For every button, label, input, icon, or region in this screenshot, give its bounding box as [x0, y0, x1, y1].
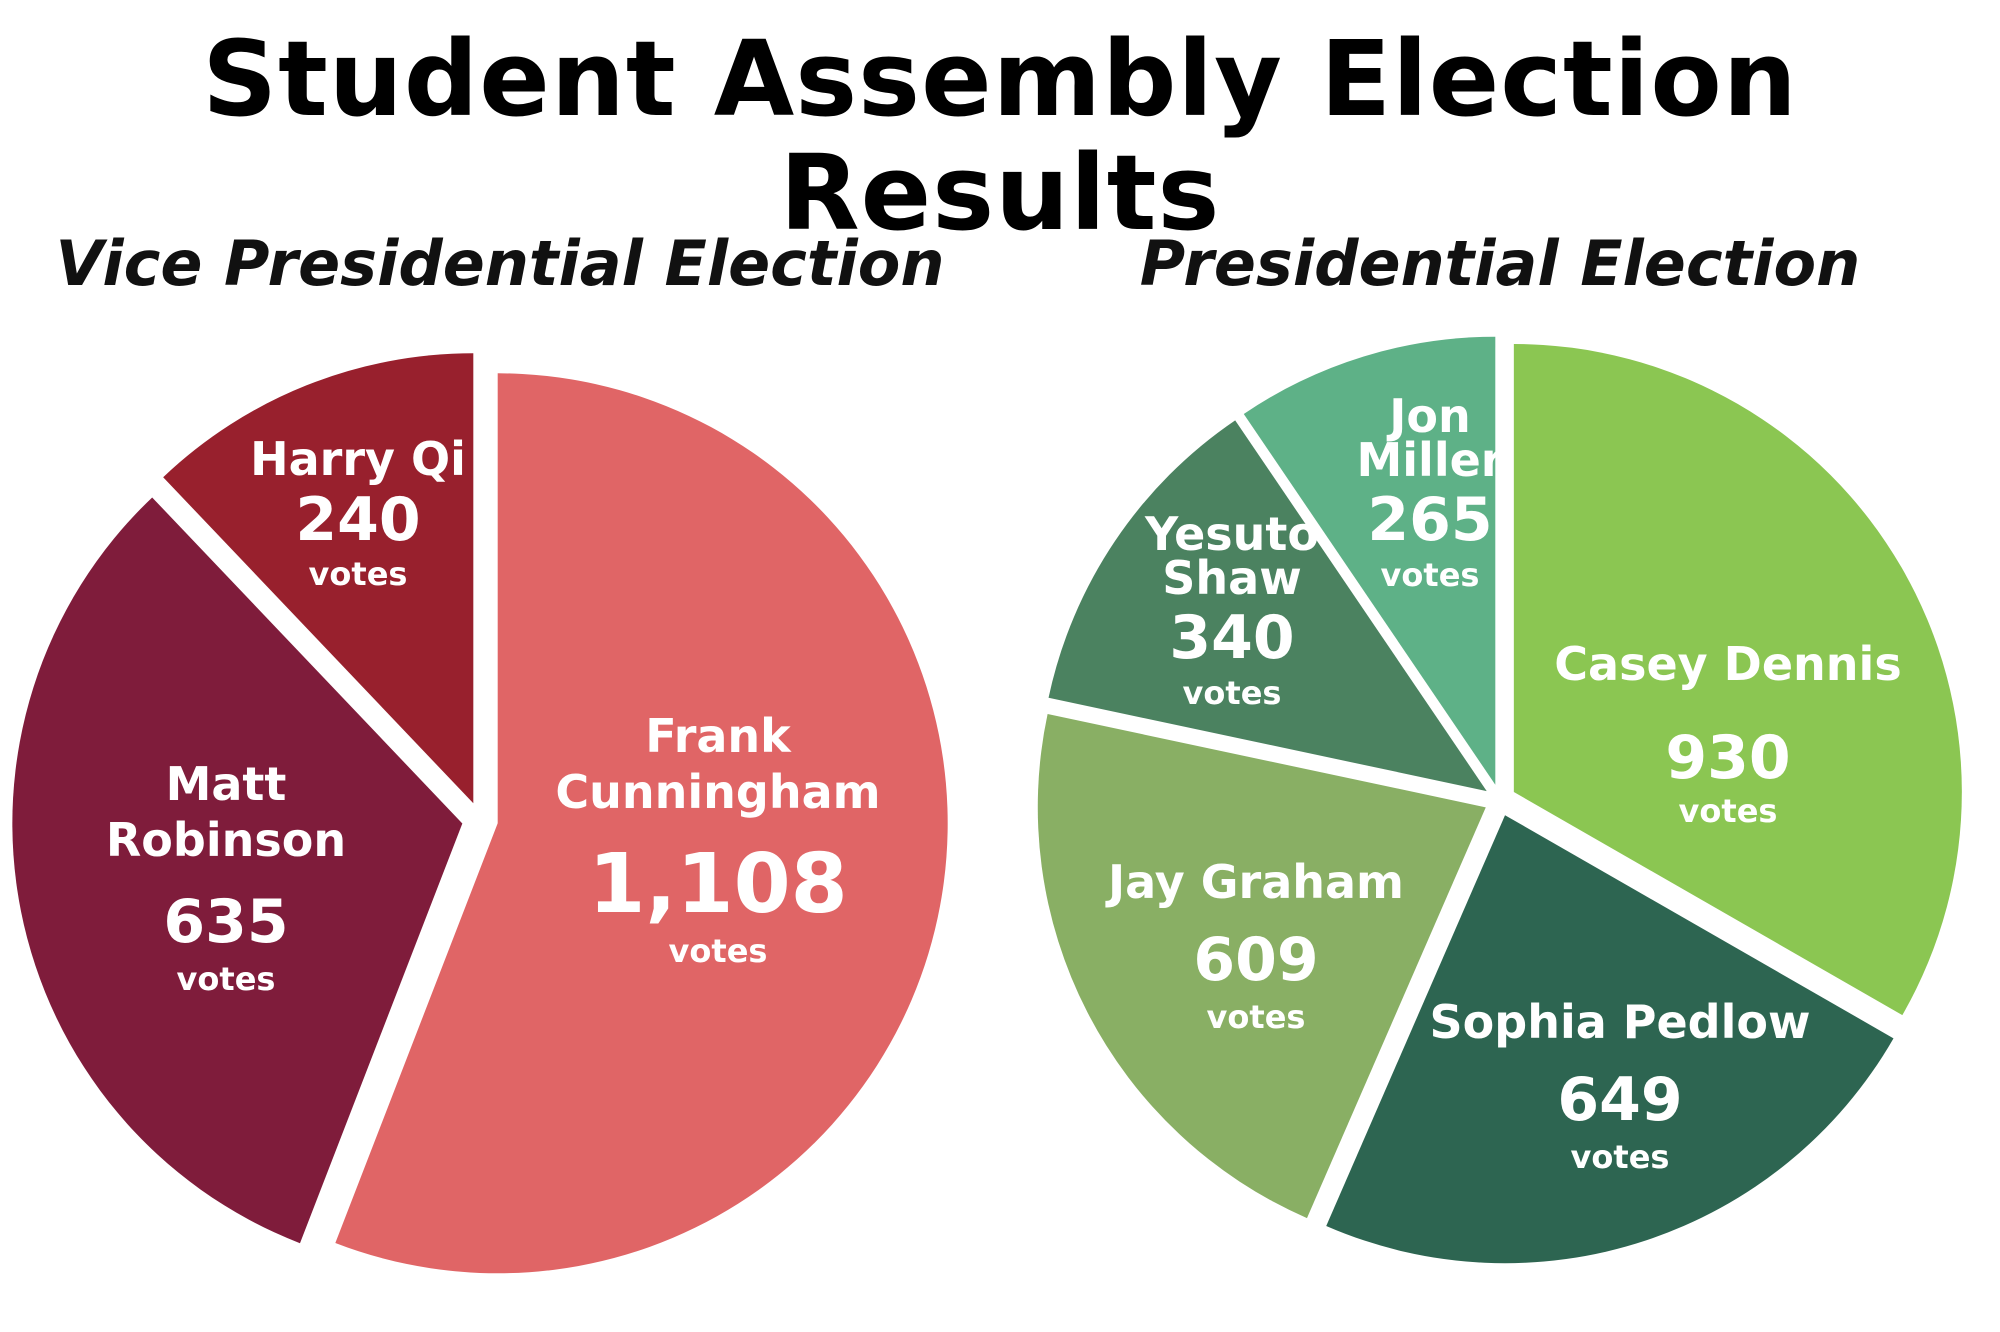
- slice-name-yesuto-shaw: Shaw: [1162, 551, 1301, 605]
- pie-slice-frank-cunningham: [335, 373, 948, 1274]
- slice-value-yesuto-shaw: 340: [1169, 603, 1294, 673]
- slice-unit-label: votes: [1381, 556, 1480, 594]
- slice-value-casey-dennis: 930: [1665, 723, 1790, 793]
- slice-value-jon-miller: 265: [1367, 485, 1492, 555]
- slice-name-harry-qi: Harry Qi: [250, 432, 466, 486]
- slice-name-jay-graham: Jay Graham: [1105, 855, 1404, 909]
- page-title: Student Assembly Election Results: [202, 18, 1798, 255]
- slice-name-frank-cunningham: Cunningham: [555, 765, 880, 819]
- slice-unit-label: votes: [1207, 998, 1306, 1036]
- slice-unit-label: votes: [177, 960, 276, 998]
- pie-slice-harry-qi: [163, 353, 474, 804]
- slice-unit-label: votes: [309, 555, 408, 593]
- slice-value-sophia-pedlow: 649: [1557, 1065, 1682, 1135]
- slice-value-matt-robinson: 635: [163, 887, 288, 957]
- pie-slice-sophia-pedlow: [1326, 815, 1894, 1264]
- slice-name-matt-robinson: Matt: [166, 757, 287, 811]
- presidential-chart-title: Presidential Election: [1139, 227, 1861, 300]
- slice-name-frank-cunningham: Frank: [645, 709, 792, 763]
- slice-unit-label: votes: [1183, 674, 1282, 712]
- slice-name-matt-robinson: Robinson: [106, 813, 346, 867]
- slice-name-casey-dennis: Casey Dennis: [1554, 637, 1901, 691]
- slice-name-jon-miller: Miller: [1357, 433, 1504, 487]
- pie-slice-yesuto-shaw: [1048, 420, 1487, 792]
- slice-name-sophia-pedlow: Sophia Pedlow: [1430, 995, 1811, 1049]
- pie-slice-casey-dennis: [1513, 343, 1962, 1016]
- pie-slice-jay-graham: [1037, 714, 1486, 1219]
- slice-unit-label: votes: [1679, 792, 1778, 830]
- slice-name-jon-miller: Jon: [1386, 389, 1470, 443]
- slice-value-frank-cunningham: 1,108: [588, 837, 847, 932]
- pie-slice-matt-robinson: [12, 497, 463, 1244]
- vp-chart-title: Vice Presidential Election: [55, 227, 945, 300]
- pie-slice-jon-miller: [1243, 336, 1496, 785]
- slice-name-yesuto-shaw: Yesuto: [1144, 507, 1319, 561]
- slice-unit-label: votes: [1571, 1138, 1670, 1176]
- slice-unit-label: votes: [669, 932, 768, 970]
- slice-value-jay-graham: 609: [1193, 925, 1318, 995]
- slice-value-harry-qi: 240: [295, 485, 420, 555]
